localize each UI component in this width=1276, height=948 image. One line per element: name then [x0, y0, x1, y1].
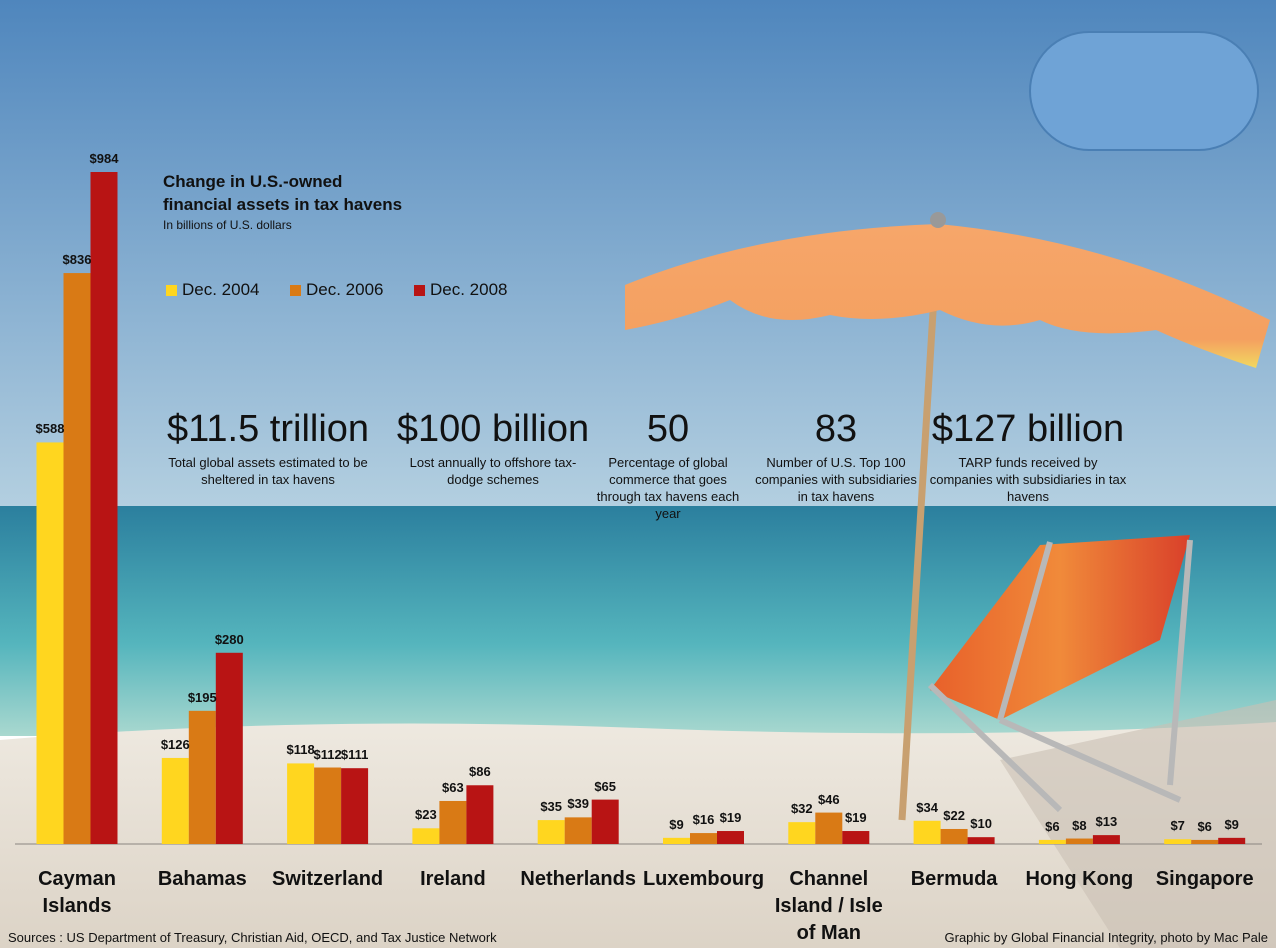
value-label: $10: [970, 816, 992, 832]
value-label: $6: [1197, 818, 1212, 834]
bar: [1164, 839, 1192, 844]
value-label: $13: [1095, 814, 1118, 830]
logo-badge: [1029, 31, 1259, 151]
value-label: $63: [442, 779, 464, 795]
value-label: $19: [844, 810, 867, 826]
value-label: $7: [1170, 818, 1185, 834]
bar: [564, 817, 592, 844]
umbrella: [625, 224, 1270, 368]
bar: [215, 652, 243, 844]
value-label: $6: [1045, 818, 1060, 834]
value-label: $16: [692, 812, 715, 828]
value-label: $46: [817, 791, 840, 807]
umbrella-pole: [898, 229, 942, 821]
category-label: Channel Island / Isle of Man: [774, 868, 883, 944]
chair-seat: [930, 535, 1190, 720]
legend-swatch: [414, 285, 425, 296]
value-label: $9: [1224, 816, 1239, 832]
category-label: Switzerland: [272, 868, 384, 890]
sources: Sources : US Department of Treasury, Chr…: [8, 930, 497, 945]
value-label: $8: [1072, 817, 1087, 833]
stat-value: 50: [646, 408, 690, 450]
chair-frame: [927, 539, 1193, 813]
bar: [815, 812, 843, 844]
category-label: Singapore: [1155, 868, 1254, 890]
bar: [967, 837, 995, 844]
bar: [1065, 838, 1093, 844]
bar: [90, 172, 118, 844]
stat-text: TARP funds received by companies with su…: [929, 455, 1127, 504]
category-label: Netherlands: [520, 868, 636, 890]
bar: [1191, 839, 1219, 844]
bar: [63, 273, 91, 844]
value-label: $22: [943, 807, 965, 823]
value-label: $35: [540, 799, 563, 815]
legend-label: Dec. 2004: [182, 280, 260, 299]
bar: [439, 800, 467, 844]
value-label: $86: [469, 764, 491, 780]
value-label: $126: [160, 736, 190, 752]
legend-swatch: [166, 285, 177, 296]
legend-swatch: [290, 285, 301, 296]
value-label: $836: [62, 252, 92, 268]
value-label: $23: [415, 807, 437, 823]
value-label: $111: [340, 747, 369, 763]
bar: [412, 828, 440, 844]
bar: [717, 831, 744, 844]
stat-value: 83: [814, 408, 858, 450]
value-label: $32: [790, 801, 813, 817]
category-label: Bermuda: [910, 868, 998, 890]
bar: [788, 822, 816, 844]
category-label: Bahamas: [157, 868, 247, 890]
legend-label: Dec. 2006: [306, 280, 384, 299]
value-label: $588: [35, 421, 65, 437]
stat-value: $100 billion: [396, 408, 590, 450]
chart-subtitle: In billions of U.S. dollars: [163, 218, 292, 232]
chart-title: Change in U.S.-owned financial assets in…: [163, 172, 403, 214]
bar: [1218, 837, 1246, 844]
stat-text: Percentage of global commerce that goes …: [596, 455, 740, 521]
shadow: [1000, 700, 1276, 948]
value-label: $112: [313, 746, 342, 762]
value-label: $19: [719, 810, 742, 826]
stat-value: $127 billion: [931, 408, 1125, 450]
bar: [537, 820, 565, 844]
bar: [1092, 835, 1120, 844]
stat-text: Lost annually to offshore tax-dodge sche…: [409, 455, 577, 487]
stat-value: $11.5 trillion: [166, 408, 370, 450]
value-label: $195: [187, 689, 217, 705]
bar: [842, 831, 870, 844]
bar: [287, 763, 315, 844]
bar: [341, 768, 369, 844]
value-label: $34: [916, 799, 938, 815]
category-label: Luxembourg: [642, 868, 765, 890]
bar: [314, 767, 342, 844]
bar: [36, 442, 64, 844]
stat-text: Number of U.S. Top 100 companies with su…: [755, 455, 917, 504]
value-label: $280: [214, 631, 244, 647]
category-label: Hong Kong: [1025, 868, 1134, 890]
category-label: Cayman Islands: [38, 868, 116, 917]
bar: [663, 837, 690, 844]
bar: [940, 828, 968, 844]
bar: [466, 785, 494, 844]
legend-label: Dec. 2008: [430, 280, 508, 299]
value-label: $984: [89, 151, 119, 166]
value-label: $118: [286, 742, 315, 758]
stat-text: Total global assets estimated to be shel…: [168, 455, 368, 487]
bar: [1038, 839, 1066, 844]
category-label: Ireland: [420, 868, 486, 890]
bar: [591, 799, 619, 844]
bar: [161, 757, 189, 844]
value-label: $39: [567, 796, 590, 812]
credit: Graphic by Global Financial Integrity, p…: [944, 930, 1268, 945]
bar: [913, 820, 941, 844]
bar: [188, 710, 216, 844]
bar: [690, 833, 717, 844]
value-label: $65: [594, 778, 617, 794]
value-label: $9: [669, 816, 684, 832]
umbrella-top: [930, 212, 946, 228]
